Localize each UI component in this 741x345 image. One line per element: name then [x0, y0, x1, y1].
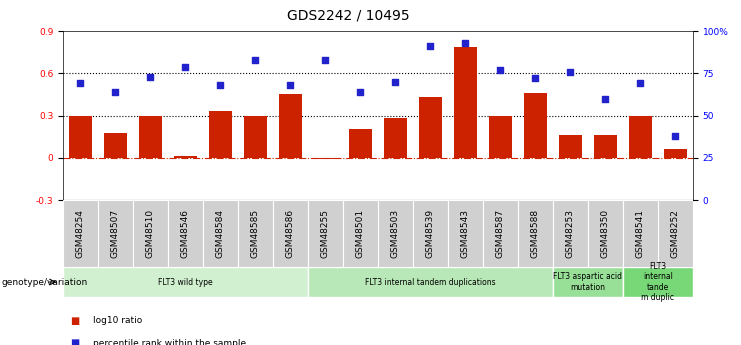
Bar — [63, 267, 308, 297]
Text: GSM48584: GSM48584 — [216, 209, 225, 258]
Text: GSM48510: GSM48510 — [146, 209, 155, 258]
Text: GSM48541: GSM48541 — [636, 209, 645, 258]
Bar — [623, 267, 693, 297]
Point — [319, 57, 331, 62]
Bar — [273, 200, 308, 267]
Bar — [524, 93, 547, 158]
Point — [179, 64, 191, 69]
Point — [390, 79, 402, 85]
Bar — [98, 200, 133, 267]
Bar — [518, 200, 553, 267]
Bar — [489, 116, 512, 158]
Bar — [209, 111, 232, 158]
Text: GSM48588: GSM48588 — [531, 209, 540, 258]
Bar — [203, 200, 238, 267]
Bar — [238, 200, 273, 267]
Bar — [349, 129, 372, 158]
Text: FLT3
internal
tande
m duplic: FLT3 internal tande m duplic — [642, 262, 674, 302]
Bar — [594, 135, 617, 158]
Text: ■: ■ — [70, 338, 79, 345]
Bar — [448, 200, 483, 267]
Point — [565, 69, 576, 75]
Bar — [69, 116, 92, 158]
Text: FLT3 aspartic acid
mutation: FLT3 aspartic acid mutation — [554, 272, 622, 292]
Bar — [384, 118, 407, 158]
Text: GSM48587: GSM48587 — [496, 209, 505, 258]
Text: FLT3 wild type: FLT3 wild type — [158, 277, 213, 287]
Bar — [343, 200, 378, 267]
Point — [425, 43, 436, 49]
Bar — [413, 200, 448, 267]
Point — [634, 81, 646, 86]
Bar — [559, 135, 582, 158]
Bar — [658, 200, 693, 267]
Point — [285, 82, 296, 88]
Text: FLT3 internal tandem duplications: FLT3 internal tandem duplications — [365, 277, 496, 287]
Bar — [629, 116, 652, 158]
Text: GSM48253: GSM48253 — [566, 209, 575, 258]
Text: GSM48507: GSM48507 — [111, 209, 120, 258]
Point — [215, 82, 227, 88]
Text: GSM48501: GSM48501 — [356, 209, 365, 258]
Text: GSM48546: GSM48546 — [181, 209, 190, 258]
Text: GSM48539: GSM48539 — [426, 209, 435, 258]
Text: GSM48255: GSM48255 — [321, 209, 330, 258]
Bar — [588, 200, 623, 267]
Bar — [174, 156, 197, 158]
Bar — [308, 267, 553, 297]
Bar — [133, 200, 168, 267]
Point — [494, 67, 506, 73]
Bar — [664, 149, 687, 158]
Bar — [378, 200, 413, 267]
Text: genotype/variation: genotype/variation — [1, 277, 87, 287]
Point — [144, 74, 156, 79]
Text: GSM48350: GSM48350 — [601, 209, 610, 258]
Bar — [314, 158, 337, 159]
Bar — [308, 200, 343, 267]
Bar — [419, 97, 442, 158]
Text: GSM48254: GSM48254 — [76, 209, 85, 258]
Point — [599, 96, 611, 101]
Bar — [623, 200, 658, 267]
Text: GSM48585: GSM48585 — [251, 209, 260, 258]
Text: GSM48586: GSM48586 — [286, 209, 295, 258]
Point — [669, 133, 681, 139]
Bar — [279, 94, 302, 158]
Point — [75, 81, 87, 86]
Point — [529, 76, 541, 81]
Bar — [168, 200, 203, 267]
Point — [110, 89, 122, 95]
Bar — [483, 200, 518, 267]
Point — [250, 57, 262, 62]
Bar — [63, 200, 98, 267]
Text: percentile rank within the sample: percentile rank within the sample — [93, 339, 246, 345]
Bar — [553, 200, 588, 267]
Text: GDS2242 / 10495: GDS2242 / 10495 — [287, 9, 410, 23]
Text: GSM48543: GSM48543 — [461, 209, 470, 258]
Point — [459, 40, 471, 46]
Bar — [244, 116, 267, 158]
Text: log10 ratio: log10 ratio — [93, 316, 142, 325]
Bar — [104, 133, 127, 158]
Bar — [139, 116, 162, 158]
Text: GSM48252: GSM48252 — [671, 209, 679, 258]
Bar — [454, 47, 476, 158]
Text: ■: ■ — [70, 316, 79, 326]
Text: GSM48503: GSM48503 — [391, 209, 400, 258]
Point — [354, 89, 366, 95]
Bar — [553, 267, 623, 297]
